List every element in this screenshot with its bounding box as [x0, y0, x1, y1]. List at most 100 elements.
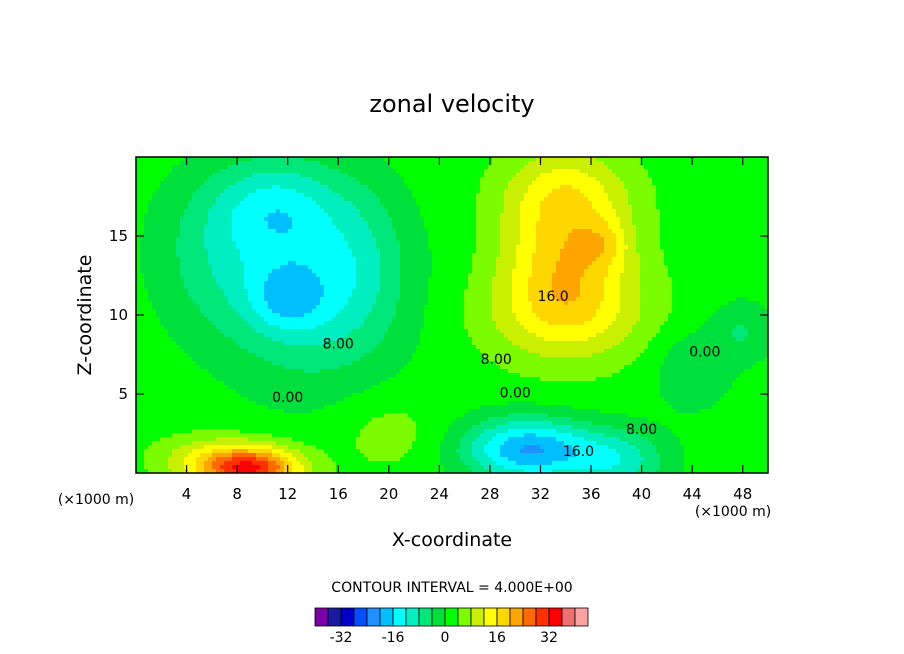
field-cell — [144, 165, 149, 170]
field-cell — [480, 237, 485, 242]
field-cell — [648, 169, 653, 174]
field-cell — [512, 193, 517, 198]
field-cell — [520, 257, 525, 262]
field-cell — [748, 161, 753, 166]
field-cell — [408, 205, 413, 210]
field-cell — [428, 157, 433, 162]
field-cell — [448, 261, 453, 266]
field-cell — [556, 257, 561, 262]
field-cell — [144, 225, 149, 230]
field-cell — [552, 221, 557, 226]
field-cell — [172, 225, 177, 230]
field-cell — [452, 253, 457, 258]
field-cell — [276, 173, 281, 178]
field-cell — [352, 201, 357, 206]
field-cell — [608, 241, 613, 246]
field-cell — [732, 269, 737, 274]
field-cell — [360, 177, 365, 182]
field-cell — [596, 185, 601, 190]
field-cell — [520, 249, 525, 254]
field-cell — [224, 217, 229, 222]
field-cell — [736, 257, 741, 262]
field-cell — [696, 185, 701, 190]
field-cell — [232, 189, 237, 194]
field-cell — [572, 265, 577, 270]
field-cell — [548, 181, 553, 186]
field-cell — [556, 217, 561, 222]
field-cell — [432, 221, 437, 226]
field-cell — [520, 269, 525, 274]
field-cell — [724, 177, 729, 182]
field-cell — [584, 161, 589, 166]
field-cell — [592, 233, 597, 238]
field-cell — [720, 245, 725, 250]
field-cell — [748, 233, 753, 238]
field-cell — [284, 185, 289, 190]
field-cell — [296, 229, 301, 234]
field-cell — [736, 269, 741, 274]
field-cell — [576, 193, 581, 198]
field-cell — [252, 161, 257, 166]
field-cell — [644, 193, 649, 198]
field-cell — [296, 193, 301, 198]
field-cell — [492, 177, 497, 182]
field-cell — [440, 269, 445, 274]
field-cell — [344, 225, 349, 230]
field-cell — [168, 261, 173, 266]
field-cell — [448, 237, 453, 242]
field-cell — [248, 253, 253, 258]
field-cell — [516, 173, 521, 178]
field-cell — [292, 193, 297, 198]
field-cell — [392, 197, 397, 202]
field-cell — [636, 177, 641, 182]
field-cell — [408, 193, 413, 198]
field-cell — [508, 265, 513, 270]
field-cell — [504, 173, 509, 178]
field-cell — [580, 185, 585, 190]
field-cell — [588, 225, 593, 230]
field-cell — [752, 217, 757, 222]
field-cell — [276, 241, 281, 246]
field-cell — [760, 161, 765, 166]
field-cell — [288, 225, 293, 230]
field-cell — [184, 253, 189, 258]
field-cell — [308, 241, 313, 246]
field-cell — [348, 277, 353, 282]
field-cell — [600, 273, 605, 278]
field-cell — [572, 161, 577, 166]
field-cell — [520, 273, 525, 278]
field-cell — [736, 193, 741, 198]
field-cell — [292, 249, 297, 254]
field-cell — [400, 185, 405, 190]
field-cell — [160, 233, 165, 238]
field-cell — [756, 257, 761, 262]
field-cell — [712, 233, 717, 238]
field-cell — [200, 269, 205, 274]
field-cell — [696, 193, 701, 198]
field-cell — [304, 185, 309, 190]
field-cell — [412, 273, 417, 278]
field-cell — [576, 241, 581, 246]
field-cell — [476, 249, 481, 254]
field-cell — [256, 281, 261, 286]
field-cell — [552, 261, 557, 266]
field-cell — [760, 261, 765, 266]
field-cell — [248, 249, 253, 254]
field-cell — [700, 277, 705, 282]
field-cell — [180, 273, 185, 278]
field-cell — [540, 209, 545, 214]
field-cell — [208, 249, 213, 254]
field-cell — [632, 225, 637, 230]
field-cell — [632, 189, 637, 194]
field-cell — [436, 173, 441, 178]
field-cell — [196, 189, 201, 194]
field-cell — [336, 273, 341, 278]
field-cell — [636, 273, 641, 278]
field-cell — [440, 237, 445, 242]
field-cell — [480, 157, 485, 162]
field-cell — [596, 205, 601, 210]
field-cell — [644, 177, 649, 182]
field-cell — [612, 205, 617, 210]
field-cell — [324, 169, 329, 174]
field-cell — [192, 213, 197, 218]
